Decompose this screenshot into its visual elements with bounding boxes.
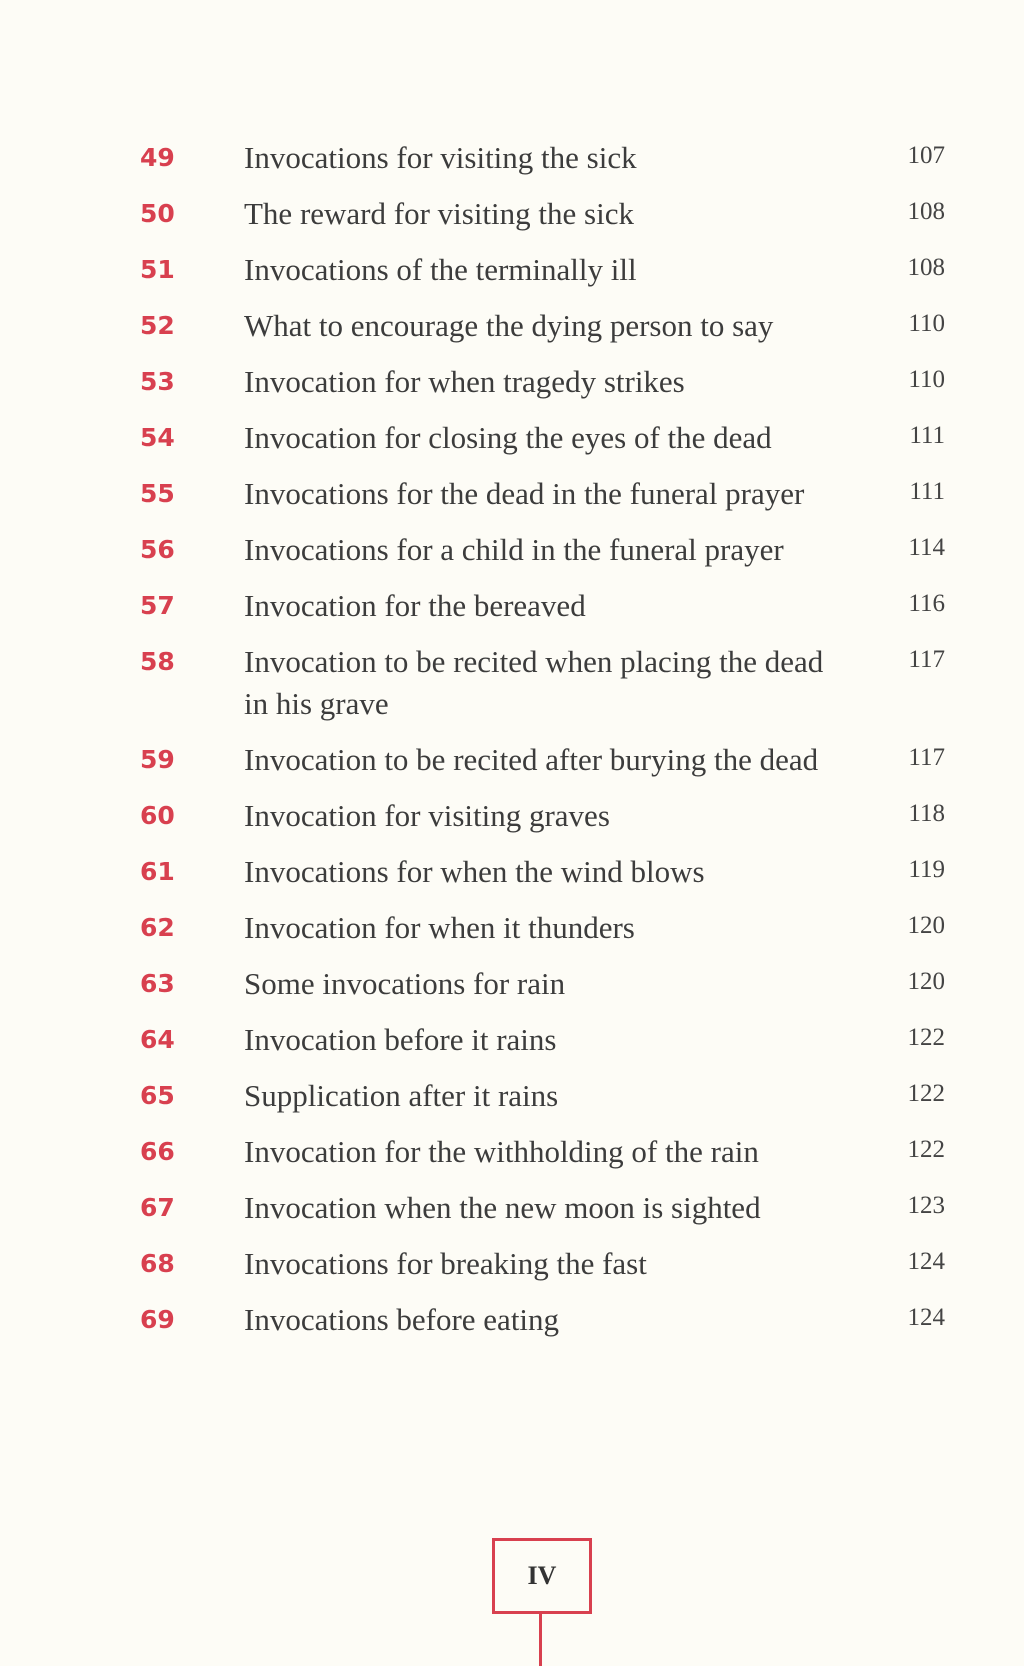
entry-title: Invocations for the dead in the funeral … <box>244 476 805 511</box>
entry-number: 59 <box>140 745 175 774</box>
toc-entry[interactable]: 60 Invocation for visiting graves 118 <box>140 795 945 851</box>
page-number-box: IV <box>492 1538 592 1614</box>
entry-title: Invocations before eating <box>244 1302 560 1337</box>
entry-number: 60 <box>140 801 175 830</box>
entry-page: 124 <box>907 1248 946 1275</box>
entry-page: 120 <box>907 968 946 995</box>
entry-title: Invocations for a child in the funeral p… <box>244 532 784 567</box>
entry-page: 116 <box>908 590 945 617</box>
toc-entry[interactable]: 52 What to encourage the dying person to … <box>140 305 945 361</box>
toc-entry[interactable]: 68 Invocations for breaking the fast 124 <box>140 1243 945 1299</box>
entry-page: 122 <box>907 1024 946 1051</box>
table-of-contents: 49 Invocations for visiting the sick 107 50… <box>140 137 945 1355</box>
entry-number: 51 <box>140 255 175 284</box>
entry-number: 57 <box>140 591 175 620</box>
toc-entry[interactable]: 62 Invocation for when it thunders 120 <box>140 907 945 963</box>
entry-title: What to encourage the dying person to sa… <box>244 308 774 343</box>
toc-entry[interactable]: 55 Invocations for the dead in the funera… <box>140 473 945 529</box>
entry-page: 123 <box>907 1192 946 1219</box>
toc-entry[interactable]: 51 Invocations of the terminally ill 108 <box>140 249 945 305</box>
entry-page: 108 <box>907 198 946 225</box>
entry-title: Invocation to be recited when placing th… <box>244 644 824 721</box>
entry-number: 55 <box>140 479 175 508</box>
toc-entry[interactable]: 57 Invocation for the bereaved 116 <box>140 585 945 641</box>
entry-page: 110 <box>908 310 945 337</box>
entry-number: 68 <box>140 1249 175 1278</box>
entry-title: Invocation for the withholding of the ra… <box>244 1134 759 1169</box>
entry-page: 107 <box>907 142 946 169</box>
toc-entry[interactable]: 63 Some invocations for rain 120 <box>140 963 945 1019</box>
toc-entry[interactable]: 53 Invocation for when tragedy strikes 110 <box>140 361 945 417</box>
entry-page: 111 <box>909 478 945 505</box>
entry-title: Invocation for when tragedy strikes <box>244 364 685 399</box>
entry-title: Supplication after it rains <box>244 1078 559 1113</box>
entry-title: Invocations of the terminally ill <box>244 252 637 287</box>
entry-title: Invocation when the new moon is sighted <box>244 1190 761 1225</box>
toc-entry[interactable]: 50 The reward for visiting the sick 108 <box>140 193 945 249</box>
entry-page: 110 <box>908 366 945 393</box>
toc-entry[interactable]: 54 Invocation for closing the eyes of the… <box>140 417 945 473</box>
toc-entry[interactable]: 67 Invocation when the new moon is sighte… <box>140 1187 945 1243</box>
entry-page: 124 <box>907 1304 946 1331</box>
entry-page: 114 <box>908 534 945 561</box>
entry-number: 63 <box>140 969 175 998</box>
toc-entry[interactable]: 69 Invocations before eating 124 <box>140 1299 945 1355</box>
entry-title: Invocation for the bereaved <box>244 588 586 623</box>
entry-title: Invocations for breaking the fast <box>244 1246 647 1281</box>
entry-page: 119 <box>908 856 945 883</box>
toc-entry[interactable]: 49 Invocations for visiting the sick 107 <box>140 137 945 193</box>
entry-number: 66 <box>140 1137 175 1166</box>
entry-title: Invocation to be recited after burying t… <box>244 742 819 777</box>
entry-page: 111 <box>909 422 945 449</box>
entry-title: Invocation for visiting graves <box>244 798 610 833</box>
toc-entry[interactable]: 58 Invocation to be recited when placing … <box>140 641 945 739</box>
entry-title: Invocation for when it thunders <box>244 910 635 945</box>
entry-title: Invocations for visiting the sick <box>244 140 637 175</box>
toc-entry[interactable]: 64 Invocation before it rains 122 <box>140 1019 945 1075</box>
entry-page: 118 <box>908 800 945 827</box>
entry-number: 54 <box>140 423 175 452</box>
entry-number: 67 <box>140 1193 175 1222</box>
entry-number: 65 <box>140 1081 175 1110</box>
entry-title: The reward for visiting the sick <box>244 196 634 231</box>
entry-page: 117 <box>908 646 945 673</box>
entry-number: 64 <box>140 1025 175 1054</box>
toc-entry[interactable]: 59 Invocation to be recited after burying… <box>140 739 945 795</box>
entry-page: 122 <box>907 1080 946 1107</box>
page-folio: IV <box>527 1561 557 1590</box>
entry-number: 58 <box>140 647 175 676</box>
entry-number: 62 <box>140 913 175 942</box>
entry-page: 108 <box>907 254 946 281</box>
entry-number: 56 <box>140 535 175 564</box>
folio-line-decoration <box>539 1611 542 1666</box>
toc-entry[interactable]: 61 Invocations for when the wind blows 119 <box>140 851 945 907</box>
toc-entry[interactable]: 66 Invocation for the withholding of the … <box>140 1131 945 1187</box>
entry-title: Invocations for when the wind blows <box>244 854 705 889</box>
entry-title: Some invocations for rain <box>244 966 566 1001</box>
entry-title: Invocation before it rains <box>244 1022 557 1057</box>
entry-number: 49 <box>140 143 175 172</box>
entry-number: 69 <box>140 1305 175 1334</box>
entry-number: 53 <box>140 367 175 396</box>
entry-page: 117 <box>908 744 945 771</box>
entry-title: Invocation for closing the eyes of the d… <box>244 420 772 455</box>
toc-entry[interactable]: 56 Invocations for a child in the funeral… <box>140 529 945 585</box>
entry-page: 122 <box>907 1136 946 1163</box>
entry-number: 61 <box>140 857 175 886</box>
entry-number: 50 <box>140 199 175 228</box>
entry-page: 120 <box>907 912 946 939</box>
entry-number: 52 <box>140 311 175 340</box>
toc-entry[interactable]: 65 Supplication after it rains 122 <box>140 1075 945 1131</box>
